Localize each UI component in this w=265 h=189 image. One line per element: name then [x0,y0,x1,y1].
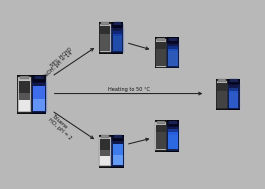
Bar [112,24,123,52]
Bar [155,37,167,68]
Bar [156,125,166,149]
Bar [110,141,125,167]
Bar [218,79,226,82]
Bar [20,76,29,79]
Bar [113,31,122,36]
Bar [101,22,109,25]
Bar [100,150,110,156]
Bar [33,81,45,111]
Bar [113,144,122,165]
Text: NaOH, pH = 14: NaOH, pH = 14 [42,50,74,80]
Bar [114,22,121,25]
Bar [228,85,240,109]
Bar [99,137,111,166]
Bar [169,38,176,41]
Bar [155,120,167,152]
Bar [168,46,178,51]
Bar [33,77,46,112]
Bar [99,22,111,54]
Bar [113,26,122,51]
Bar [17,75,32,114]
Bar [227,84,241,109]
Bar [217,81,227,108]
Bar [100,139,110,165]
Bar [100,34,110,51]
Bar [33,86,45,111]
Bar [167,127,179,151]
Bar [229,88,238,93]
Bar [167,37,179,68]
Bar [166,43,180,68]
Bar [110,28,125,53]
Text: 38% HCHO: 38% HCHO [49,46,73,69]
Bar [112,135,124,168]
Bar [19,81,30,111]
Bar [229,91,238,108]
Bar [167,39,178,67]
Bar [156,122,166,150]
Bar [19,100,30,111]
Bar [157,38,165,41]
Bar [99,135,111,168]
Text: HCl, pH = 2: HCl, pH = 2 [47,118,72,141]
Bar [156,49,166,66]
Bar [113,34,122,51]
Bar [167,120,179,152]
Text: Heating to 50 °C: Heating to 50 °C [108,87,149,92]
Bar [34,76,44,79]
Bar [31,82,48,113]
Text: Toluene: Toluene [51,113,68,129]
Bar [169,121,177,124]
Bar [33,99,45,111]
Bar [229,83,238,108]
Bar [216,79,228,110]
Bar [101,135,109,138]
Bar [217,91,227,108]
Bar [217,83,227,108]
Bar [230,79,237,82]
Bar [113,155,122,165]
Bar [19,93,30,100]
Bar [32,75,46,114]
Bar [114,135,122,138]
Bar [111,28,124,52]
Bar [113,139,122,165]
Bar [228,79,240,110]
Bar [100,26,110,51]
Bar [168,129,178,135]
Bar [32,83,47,112]
Bar [166,126,180,151]
Bar [112,137,123,166]
Bar [168,132,178,149]
Bar [168,49,178,66]
Bar [167,122,178,150]
Bar [100,24,111,52]
Bar [100,156,110,165]
Bar [228,81,239,108]
Bar [156,39,166,67]
Bar [167,44,179,67]
Bar [168,125,178,149]
Bar [18,77,31,112]
Bar [111,141,124,166]
Bar [111,22,123,54]
Bar [168,42,178,66]
Bar [157,121,165,124]
Bar [156,42,166,66]
Bar [156,132,166,149]
